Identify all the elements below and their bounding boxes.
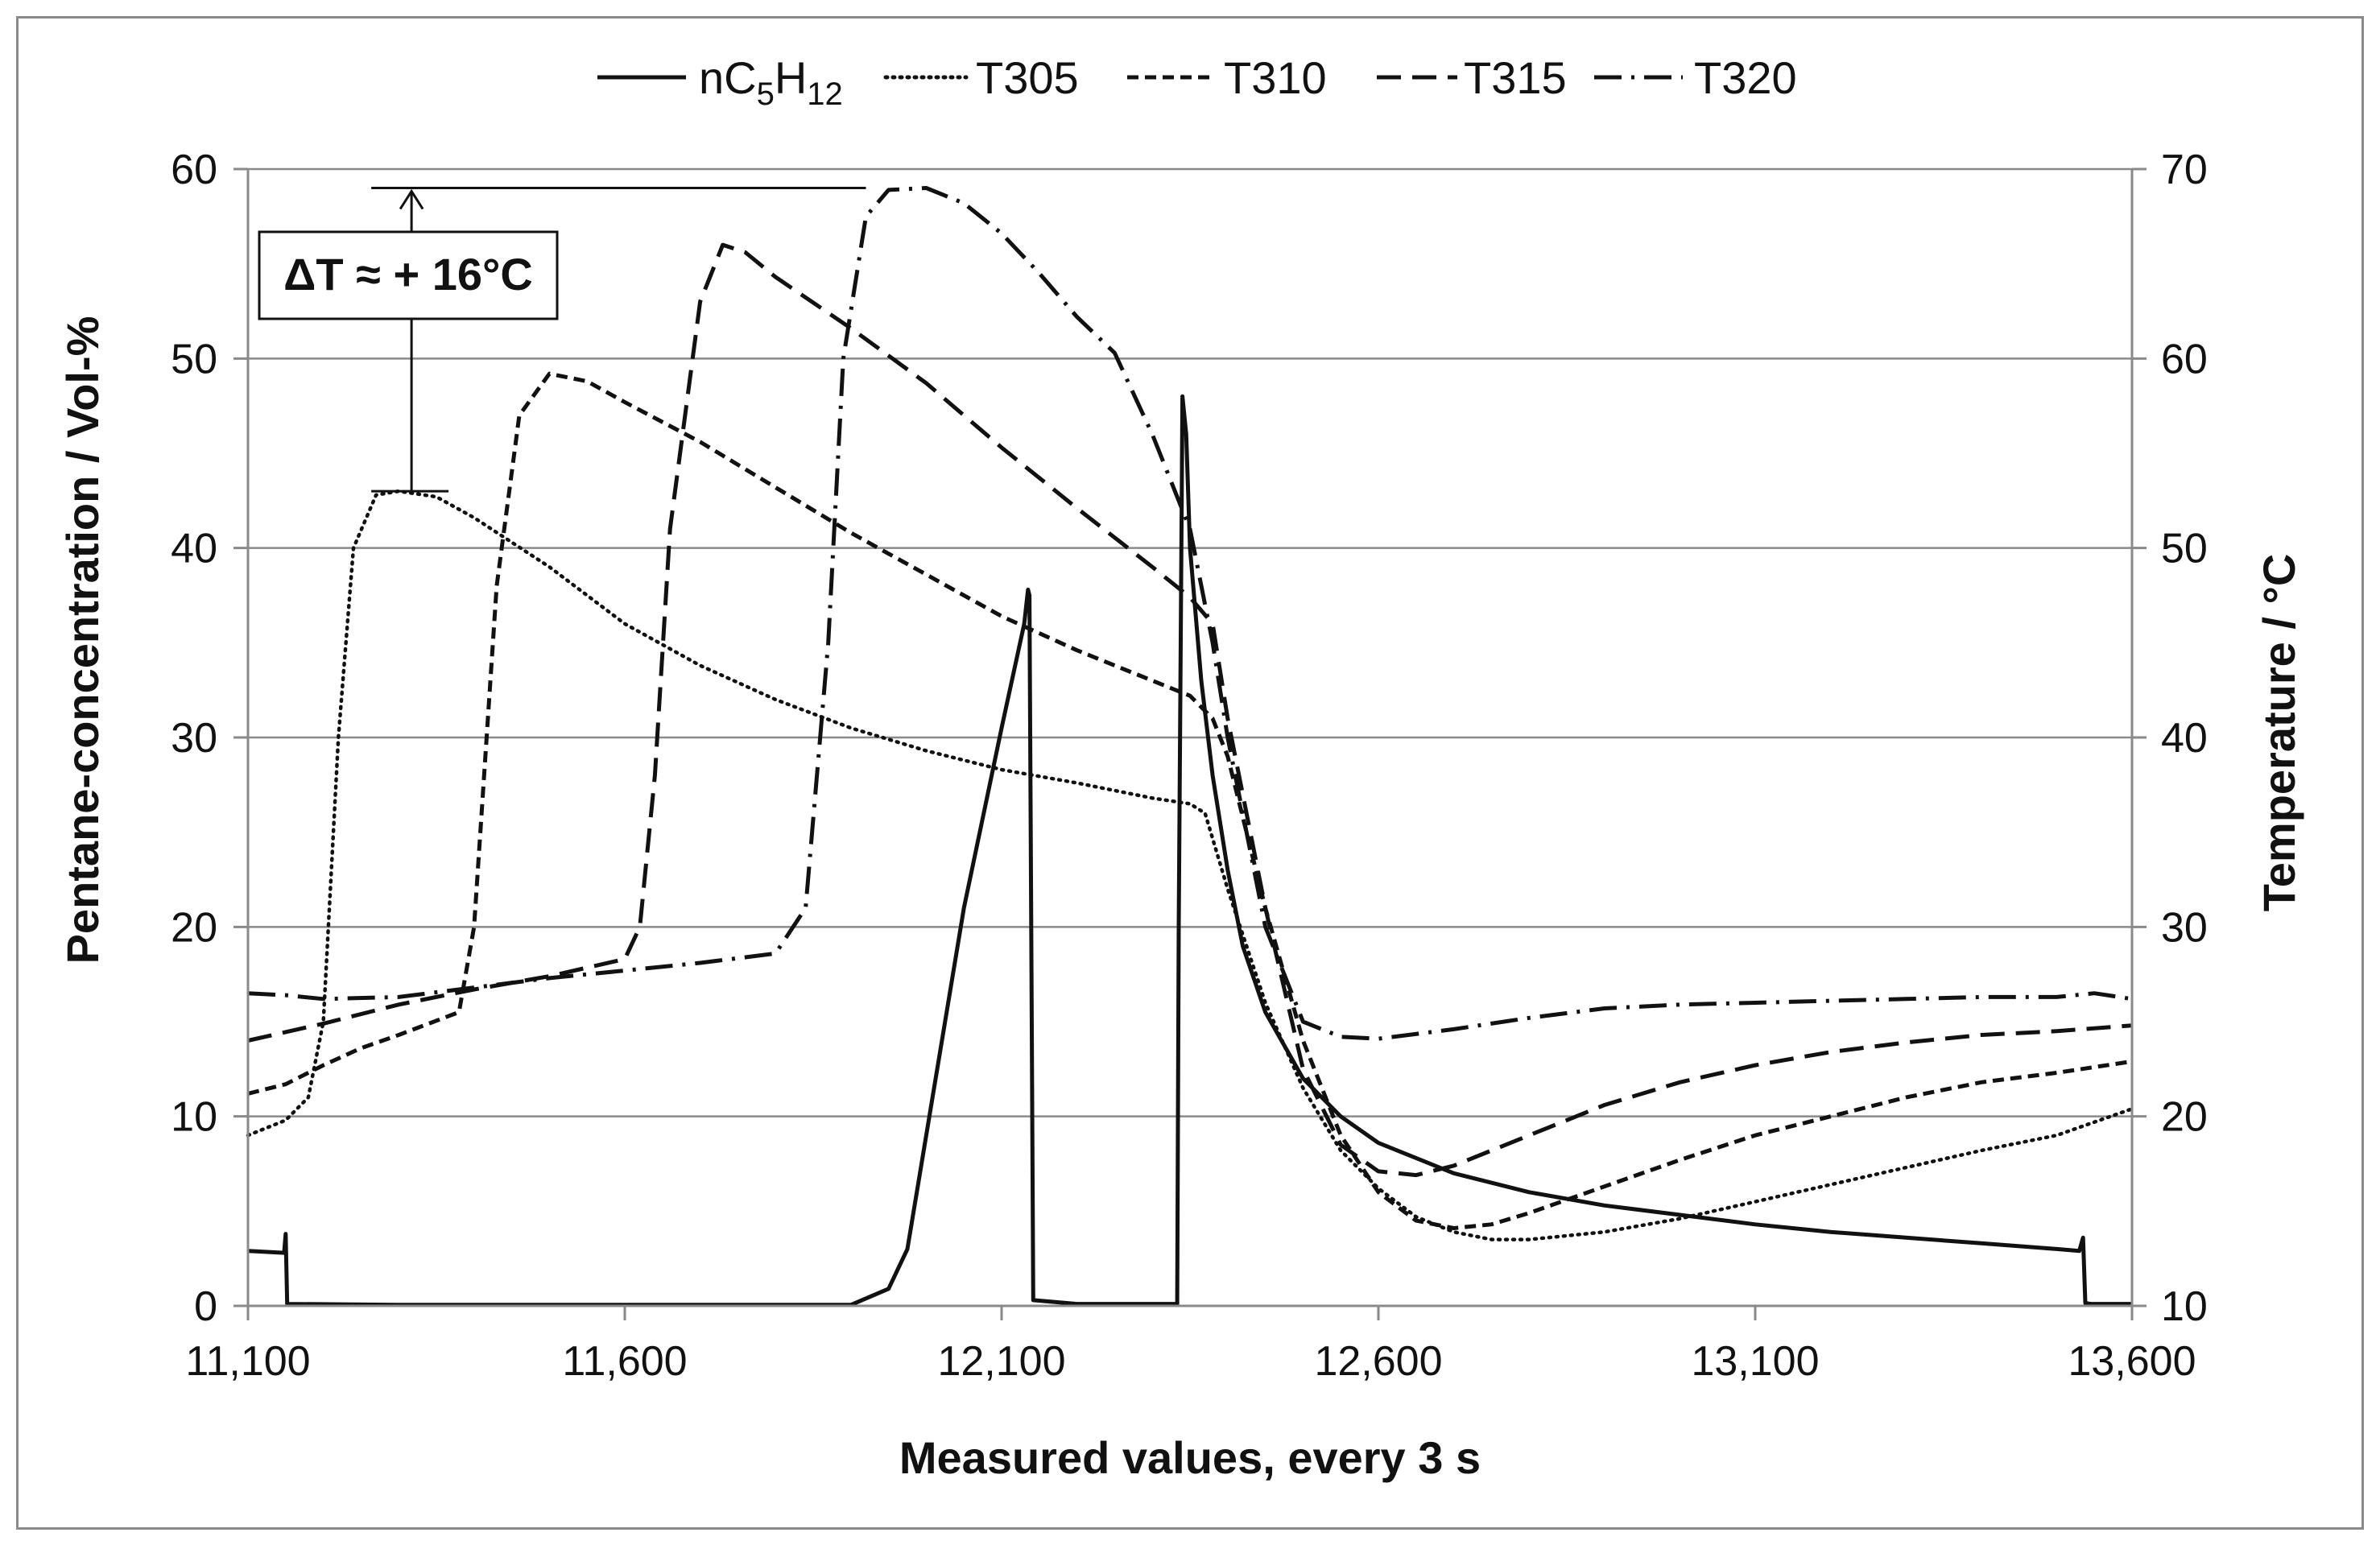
legend-label-T315: T315 — [1464, 52, 1567, 103]
series-layer — [246, 186, 2134, 1307]
x-axis-title: Measured values, every 3 s — [899, 1432, 1481, 1483]
y-tick-label-6: 60 — [171, 147, 217, 193]
legend-label-T320: T320 — [1694, 52, 1797, 103]
legend: nC5H12 T305 T310 T315 T320 — [597, 52, 1797, 112]
y-ticks: 0 10 20 30 40 50 60 — [171, 147, 248, 1330]
annotation-label: ΔT ≈ + 16°C — [283, 249, 533, 299]
axis-layer: 11,100 11,600 12,100 12,600 13,100 13,600 0 10… — [171, 147, 2208, 1385]
x-tick-label-3: 12,600 — [1314, 1338, 1442, 1385]
legend-item-T320: T320 — [1594, 52, 1797, 103]
legend-item-T310: T310 — [1127, 52, 1327, 103]
series-line-T305 — [246, 489, 2134, 1241]
y2-tick-label-3: 40 — [2161, 715, 2208, 762]
y2-tick-label-1: 20 — [2161, 1094, 2208, 1141]
x-tick-label-0: 11,100 — [185, 1338, 310, 1385]
series-line-T320 — [247, 186, 2133, 1041]
legend-item-T305: T305 — [883, 52, 1079, 103]
series-line-T315 — [247, 242, 2133, 1178]
y-tick-label-0: 0 — [194, 1283, 217, 1330]
y2-tick-label-2: 30 — [2161, 904, 2208, 951]
annotation-arrow-head — [399, 188, 424, 210]
y2-tick-label-0: 10 — [2161, 1283, 2208, 1330]
legend-item-nC5H12: nC5H12 — [597, 52, 843, 112]
legend-label-nC5H12: nC5H12 — [699, 52, 843, 112]
y2-tick-label-4: 50 — [2161, 526, 2208, 572]
y-tick-label-3: 30 — [171, 715, 217, 762]
series-line-T310 — [247, 371, 2133, 1230]
y2-tick-label-6: 70 — [2161, 147, 2208, 193]
y2-tick-label-5: 60 — [2161, 336, 2208, 382]
x-tick-label-5: 13,600 — [2068, 1338, 2196, 1385]
x-tick-label-1: 11,600 — [562, 1338, 687, 1385]
x-tick-label-4: 13,100 — [1691, 1338, 1819, 1385]
legend-label-T310: T310 — [1224, 52, 1327, 103]
y-tick-label-4: 40 — [171, 526, 217, 572]
legend-label-T305: T305 — [976, 52, 1079, 103]
y-axis-title: Pentane-concentration / Vol-% — [57, 316, 108, 965]
annotation-box — [258, 230, 559, 320]
x-ticks: 11,100 11,600 12,100 12,600 13,100 13,600 — [185, 1306, 2196, 1385]
y-tick-label-1: 10 — [171, 1094, 217, 1141]
y-tick-label-5: 50 — [171, 336, 217, 382]
y-tick-label-2: 20 — [171, 904, 217, 951]
grid-layer — [248, 167, 2132, 1117]
legend-item-T315: T315 — [1377, 52, 1567, 103]
y2-axis-title: Temperature / °C — [2254, 554, 2304, 912]
y2-ticks: 10 20 30 40 50 60 70 — [2132, 147, 2208, 1330]
series-line-nC5H12 — [247, 394, 2132, 1307]
x-tick-label-2: 12,100 — [937, 1338, 1065, 1385]
delta-t-annotation: ΔT ≈ + 16°C — [258, 187, 866, 493]
